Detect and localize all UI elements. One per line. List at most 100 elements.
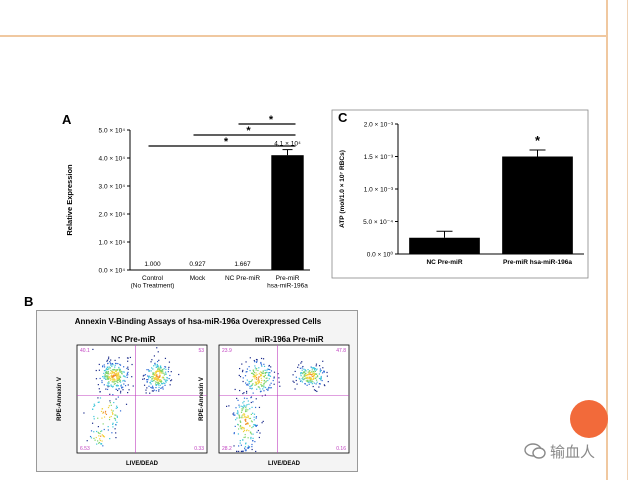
flow-event-dot	[322, 360, 324, 362]
flow-event-dot	[119, 371, 121, 373]
flow-event-dot	[248, 383, 250, 385]
flow-event-dot	[112, 371, 114, 373]
chart-a-y-tick-label: 2.0 × 10⁴	[99, 212, 126, 219]
chart-c-y-tick-label: 1.5 × 10⁻³	[364, 154, 394, 161]
flow-event-dot	[119, 364, 122, 366]
chart-a-category-label: NC Pre-miR	[225, 275, 260, 282]
flow-event-dot	[309, 376, 311, 378]
flow-event-dot	[115, 398, 117, 400]
flow-event-dot	[108, 377, 110, 379]
flow-event-dot	[103, 370, 106, 372]
flow-event-dot	[260, 372, 263, 374]
flow-event-dot	[244, 433, 246, 436]
flow-event-dot	[272, 379, 274, 382]
flow-event-dot	[316, 373, 318, 375]
flow-event-dot	[253, 372, 256, 374]
flow-event-dot	[241, 428, 243, 430]
flow-event-dot	[108, 373, 110, 375]
flow-event-dot	[246, 423, 248, 425]
flow-event-dot	[240, 444, 242, 446]
flow-event-dot	[308, 372, 311, 374]
flow-event-dot	[311, 383, 313, 385]
chart-c-y-tick-label: 2.0 × 10⁻³	[364, 122, 394, 129]
flow-event-dot	[254, 424, 256, 426]
flow-event-dot	[269, 372, 271, 374]
flow-event-dot	[162, 382, 165, 384]
flow-event-dot	[324, 384, 326, 387]
flow-event-dot	[145, 389, 147, 391]
flow-event-dot	[161, 372, 163, 374]
flow-event-dot	[311, 367, 313, 369]
flow-event-dot	[115, 380, 117, 382]
flow-event-dot	[245, 409, 247, 411]
flow-event-dot	[245, 423, 247, 426]
flow-event-dot	[233, 412, 235, 414]
flow-quadrant-ur: 53	[198, 348, 204, 354]
flow-event-dot	[157, 365, 160, 367]
flow-event-dot	[110, 384, 112, 386]
slide-right-border	[606, 0, 628, 480]
flow-event-dot	[112, 426, 114, 428]
flow-cytometry-figure: Annexin V-Binding Assays of hsa-miR-196a…	[36, 310, 358, 472]
flow-event-dot	[102, 365, 104, 367]
flow-event-dot	[97, 417, 99, 419]
flow-event-dot	[107, 429, 109, 431]
flow-event-dot	[104, 377, 106, 379]
flow-event-dot	[99, 439, 101, 442]
flow-event-dot	[115, 373, 117, 376]
flow-event-dot	[261, 422, 263, 424]
flow-event-dot	[103, 416, 106, 418]
flow-event-dot	[240, 428, 242, 430]
flow-event-dot	[151, 390, 153, 392]
flow-event-dot	[244, 410, 247, 413]
flow-event-dot	[235, 419, 237, 421]
flow-event-dot	[113, 381, 116, 383]
flow-event-dot	[241, 408, 243, 410]
flow-event-dot	[95, 436, 97, 439]
flow-event-dot	[245, 430, 248, 432]
flow-event-dot	[154, 374, 156, 376]
flow-event-dot	[146, 379, 148, 381]
flow-event-dot	[251, 446, 253, 448]
flow-event-dot	[323, 370, 325, 372]
flow-event-dot	[312, 367, 314, 369]
flow-event-dot	[263, 365, 266, 368]
flow-event-dot	[244, 419, 246, 421]
flow-event-dot	[262, 420, 264, 423]
flow-event-dot	[245, 416, 247, 418]
flow-event-dot	[156, 383, 158, 386]
flow-event-dot	[298, 364, 300, 366]
flow-event-dot	[105, 369, 107, 371]
flow-event-dot	[244, 449, 246, 451]
flow-event-dot	[239, 367, 241, 370]
flow-event-dot	[261, 384, 263, 387]
flow-event-dot	[309, 380, 311, 382]
flow-event-dot	[109, 361, 111, 363]
flow-event-dot	[158, 386, 160, 389]
flow-event-dot	[157, 382, 160, 384]
chart-a-value-label: 1.667	[234, 261, 251, 268]
flow-event-dot	[246, 422, 249, 424]
flow-event-dot	[127, 360, 129, 362]
flow-event-dot	[105, 372, 107, 374]
flow-event-dot	[105, 371, 107, 373]
flow-event-dot	[113, 378, 115, 380]
flow-event-dot	[260, 364, 263, 366]
flow-event-dot	[307, 371, 309, 373]
flow-event-dot	[103, 375, 105, 377]
flow-event-dot	[306, 376, 309, 379]
flow-event-dot	[245, 390, 248, 393]
flow-event-dot	[260, 383, 262, 386]
flow-event-dot	[301, 377, 303, 380]
flow-event-dot	[113, 375, 115, 377]
flow-event-dot	[158, 382, 160, 385]
flow-event-dot	[315, 379, 318, 381]
flow-event-dot	[115, 414, 117, 416]
flow-event-dot	[296, 383, 298, 385]
flow-event-dot	[113, 371, 116, 374]
flow-event-dot	[110, 375, 112, 377]
flow-event-dot	[114, 382, 116, 385]
flow-event-dot	[310, 366, 312, 368]
flow-event-dot	[97, 401, 99, 404]
flow-event-dot	[292, 380, 294, 382]
